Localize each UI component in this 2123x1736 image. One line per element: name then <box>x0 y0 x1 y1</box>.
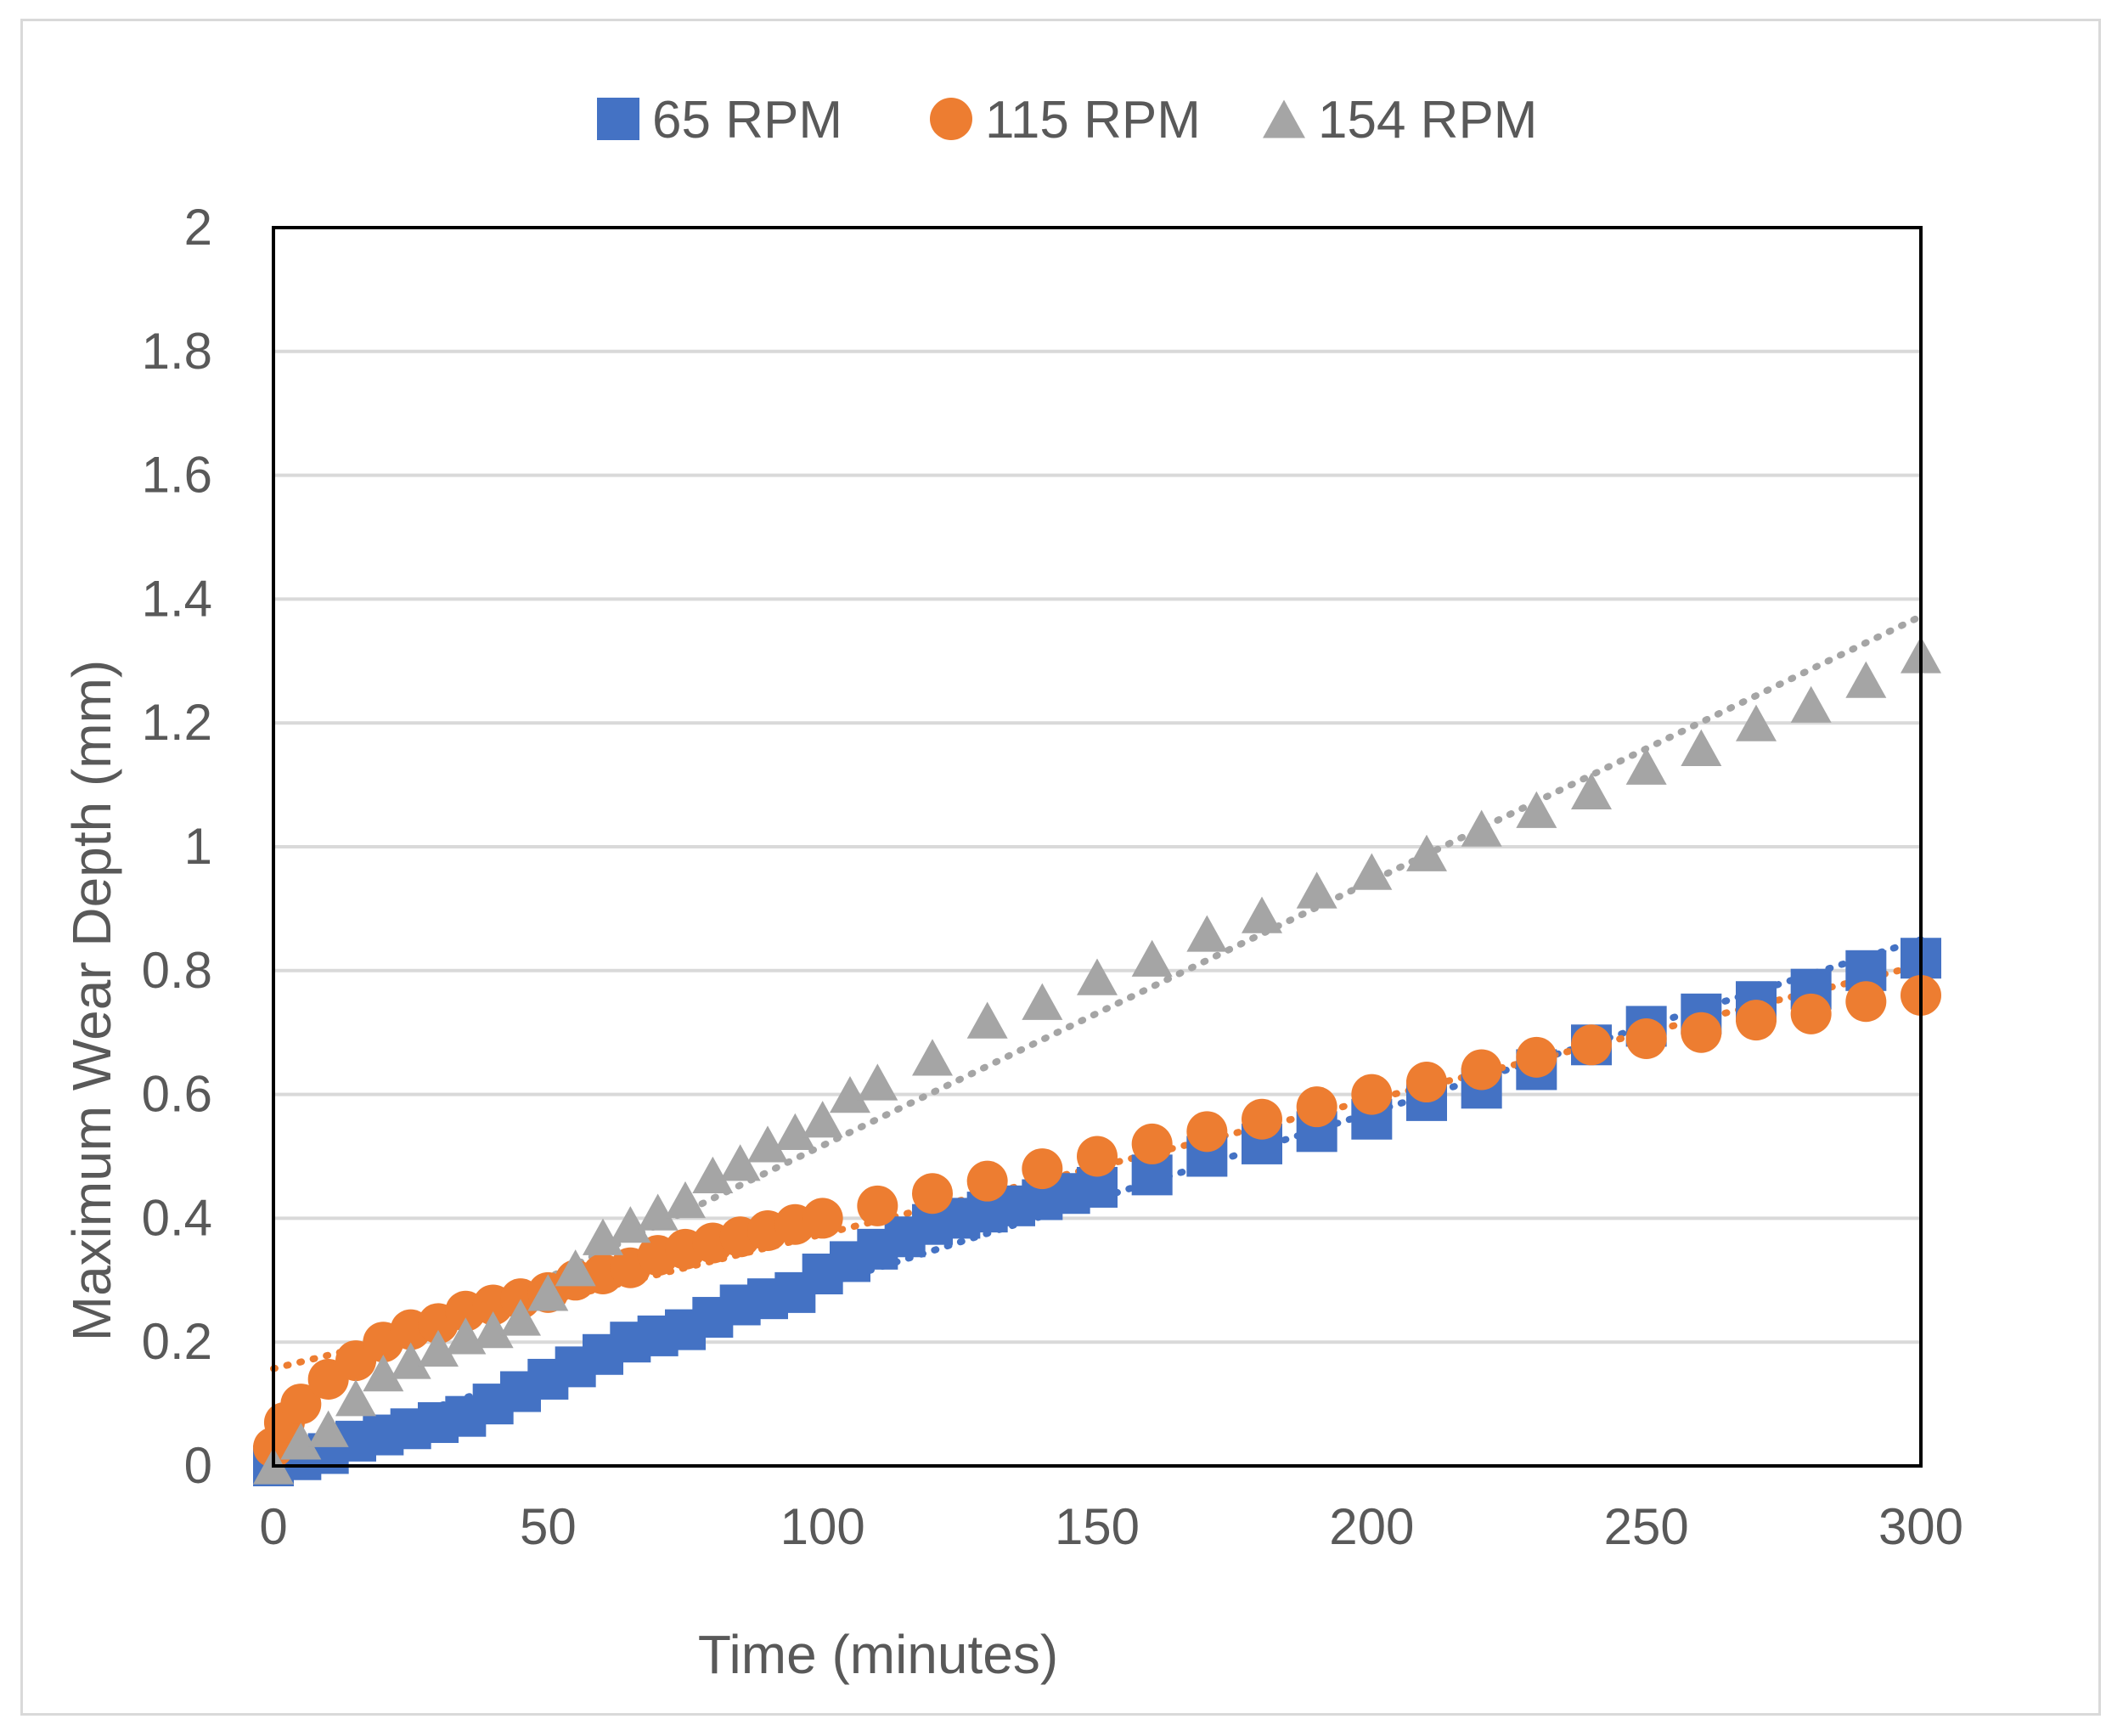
data-point <box>966 1160 1008 1202</box>
data-point <box>1022 983 1063 1020</box>
data-point <box>1077 958 1118 995</box>
data-point <box>692 1156 734 1193</box>
data-point <box>280 1384 322 1425</box>
y-tick-label: 1.6 <box>142 447 212 504</box>
x-tick-label: 150 <box>1055 1498 1140 1555</box>
y-tick-label: 0 <box>184 1437 212 1494</box>
data-point <box>527 1274 569 1311</box>
data-point <box>1625 747 1667 785</box>
series-circle <box>253 974 1941 1468</box>
legend-item: 154 RPM <box>1263 91 1537 149</box>
data-point <box>1296 1086 1337 1128</box>
gridlines <box>273 349 1921 1344</box>
data-point <box>418 1329 459 1367</box>
data-point <box>830 1076 870 1113</box>
data-point <box>774 1113 816 1150</box>
legend-label: 154 RPM <box>1318 91 1537 149</box>
y-tick-label: 0.4 <box>142 1189 212 1246</box>
data-point <box>1406 1062 1447 1103</box>
y-axis-title: Maximum Wear Depth (mm) <box>61 660 122 1341</box>
data-point <box>1681 1012 1722 1053</box>
data-point <box>1790 685 1832 723</box>
data-point <box>1625 1017 1667 1059</box>
data-point <box>1351 853 1393 890</box>
data-markers <box>253 636 1941 1486</box>
data-point <box>1571 1024 1612 1066</box>
y-tick-label: 0.2 <box>142 1313 212 1370</box>
data-point <box>280 1423 322 1460</box>
data-point <box>857 1185 898 1226</box>
data-point <box>472 1311 514 1349</box>
data-point <box>1131 939 1173 977</box>
data-point <box>1242 896 1282 933</box>
data-point <box>1406 834 1447 871</box>
data-point <box>1681 729 1722 766</box>
data-point <box>1022 1148 1063 1190</box>
x-tick-label: 200 <box>1329 1498 1414 1555</box>
data-point <box>857 1063 898 1101</box>
data-point <box>500 1299 541 1336</box>
data-point <box>912 1173 953 1215</box>
data-point <box>1296 871 1337 909</box>
x-tick-label: 100 <box>780 1498 865 1555</box>
y-tick-label: 0.8 <box>142 942 212 999</box>
legend-marker <box>1263 99 1305 138</box>
x-tick-label: 250 <box>1604 1498 1689 1555</box>
data-point <box>747 1125 788 1163</box>
x-axis-title: Time (minutes) <box>698 1624 1058 1685</box>
y-tick-label: 1.8 <box>142 323 212 380</box>
data-point <box>363 1355 404 1392</box>
data-point <box>1077 1136 1118 1177</box>
legend: 65 RPM 115 RPM 154 RPM <box>597 91 1537 149</box>
data-point <box>1242 1098 1282 1140</box>
data-point <box>1516 1036 1557 1078</box>
data-point <box>1845 981 1887 1023</box>
data-point <box>307 1410 349 1447</box>
legend-marker <box>930 98 972 140</box>
legend-marker <box>597 98 639 140</box>
data-point <box>1131 1123 1173 1164</box>
data-point <box>1461 809 1502 847</box>
x-tick-label: 0 <box>259 1498 287 1555</box>
plot-area-border <box>272 226 1923 1468</box>
data-point <box>665 1181 706 1219</box>
data-point <box>1461 1049 1502 1091</box>
data-point <box>1571 772 1612 809</box>
x-tick-label: 50 <box>520 1498 577 1555</box>
data-point <box>1790 993 1832 1034</box>
data-point <box>1845 661 1887 698</box>
legend-item: 115 RPM <box>930 91 1201 149</box>
y-tick-label: 1.2 <box>142 694 212 751</box>
y-tick-label: 1 <box>184 818 212 875</box>
data-point <box>966 1001 1008 1039</box>
data-point <box>1186 915 1228 952</box>
y-tick-label: 2 <box>184 199 212 256</box>
series-triangle <box>253 636 1941 1485</box>
data-point <box>1736 1000 1777 1041</box>
data-point <box>1516 791 1557 828</box>
data-point <box>719 1144 761 1181</box>
data-point <box>1186 1111 1228 1153</box>
legend-item: 65 RPM <box>597 91 842 149</box>
x-axis-tick-labels: 0 50 100 150 200 250 300 <box>259 1498 1963 1555</box>
legend-label: 115 RPM <box>985 91 1201 149</box>
y-tick-label: 0.6 <box>142 1066 212 1123</box>
data-point <box>802 1198 843 1239</box>
data-point <box>912 1039 953 1076</box>
data-point <box>555 1249 596 1287</box>
data-point <box>335 1379 376 1417</box>
legend-label: 65 RPM <box>652 91 842 149</box>
x-tick-label: 300 <box>1878 1498 1963 1555</box>
data-point <box>637 1193 679 1231</box>
data-point <box>610 1206 651 1243</box>
data-point <box>1736 704 1777 741</box>
y-axis-tick-labels: 0 0.2 0.4 0.6 0.8 1 1.2 1.4 1.6 1.8 2 <box>142 199 212 1494</box>
data-point <box>583 1218 623 1255</box>
data-point <box>802 1101 843 1138</box>
data-point <box>1351 1074 1393 1115</box>
data-point <box>390 1342 431 1379</box>
y-tick-label: 1.4 <box>142 570 212 627</box>
